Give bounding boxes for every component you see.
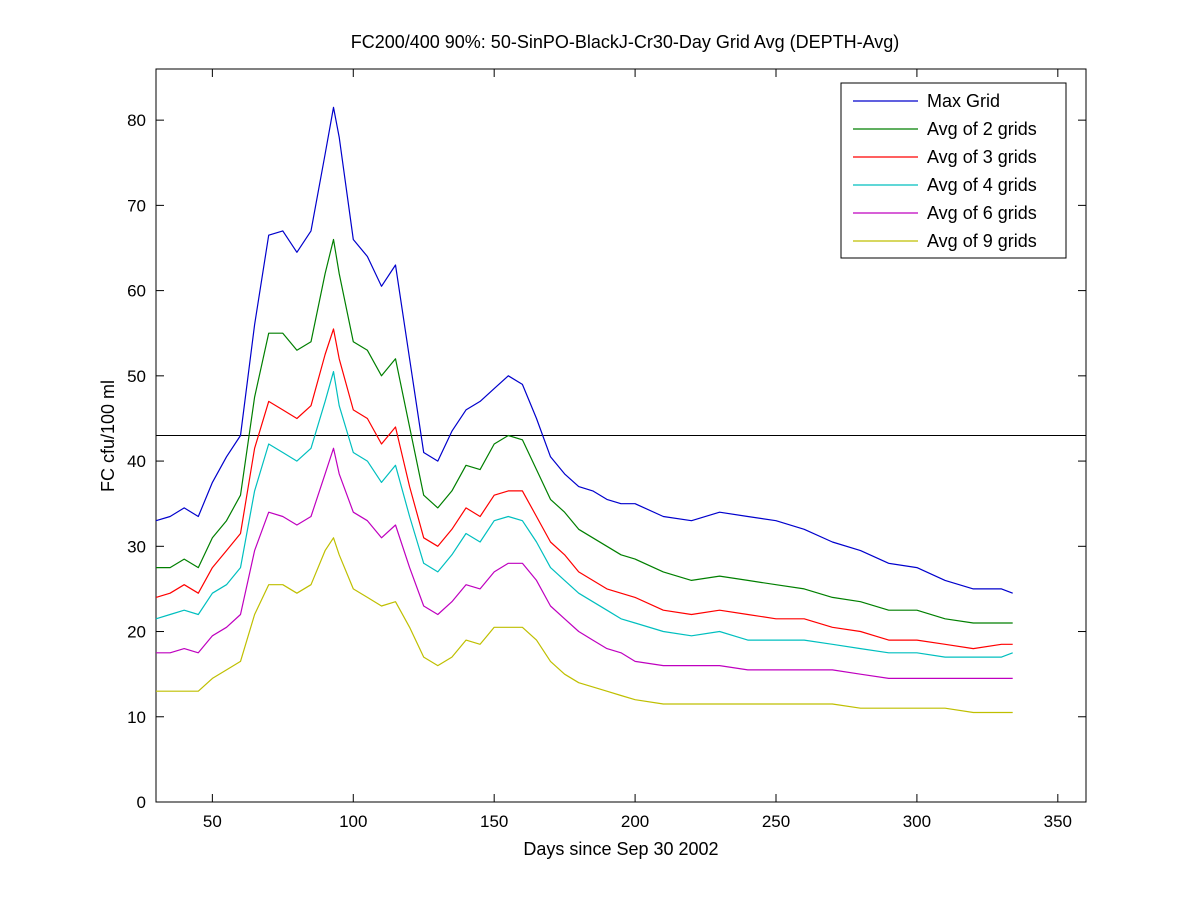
y-tick-label: 60 bbox=[127, 282, 146, 301]
x-tick-label: 250 bbox=[762, 812, 790, 831]
legend-label: Avg of 6 grids bbox=[927, 203, 1037, 223]
legend-label: Avg of 3 grids bbox=[927, 147, 1037, 167]
x-tick-label: 200 bbox=[621, 812, 649, 831]
legend-label: Avg of 2 grids bbox=[927, 119, 1037, 139]
x-tick-label: 50 bbox=[203, 812, 222, 831]
axis-ticks: 50 100 150 200 250 300 350 0 10 20 30 40 50 60 70 80 bbox=[127, 69, 1086, 831]
y-tick-label: 70 bbox=[127, 196, 146, 215]
y-tick-label: 30 bbox=[127, 537, 146, 556]
y-tick-label: 10 bbox=[127, 708, 146, 727]
series-line-5 bbox=[156, 447, 1013, 680]
y-tick-label: 80 bbox=[127, 111, 146, 130]
legend-label: Avg of 4 grids bbox=[927, 175, 1037, 195]
legend: Max Grid Avg of 2 grids Avg of 3 grids Avg … bbox=[840, 82, 1067, 259]
y-axis-label: FC cfu/100 ml bbox=[98, 380, 118, 492]
y-tick-label: 0 bbox=[137, 793, 146, 812]
y-tick-label: 20 bbox=[127, 623, 146, 642]
series-line-6 bbox=[156, 537, 1013, 714]
y-tick-label: 50 bbox=[127, 367, 146, 386]
x-axis-label: Days since Sep 30 2002 bbox=[523, 839, 718, 859]
series-lines bbox=[155, 106, 1013, 714]
chart-title: FC200/400 90%: 50-SinPO-BlackJ-Cr30-Day … bbox=[351, 32, 900, 52]
x-tick-label: 100 bbox=[339, 812, 367, 831]
series-line-4 bbox=[155, 371, 1013, 658]
x-tick-label: 350 bbox=[1044, 812, 1072, 831]
legend-label: Avg of 9 grids bbox=[927, 231, 1037, 251]
series-line-1 bbox=[155, 106, 1013, 594]
legend-box bbox=[840, 82, 1067, 259]
x-tick-label: 150 bbox=[480, 812, 508, 831]
legend-label: Max Grid bbox=[927, 91, 1000, 111]
series-line-3 bbox=[155, 328, 1013, 650]
series-line-2 bbox=[156, 238, 1013, 624]
x-tick-label: 300 bbox=[903, 812, 931, 831]
y-tick-label: 40 bbox=[127, 452, 146, 471]
